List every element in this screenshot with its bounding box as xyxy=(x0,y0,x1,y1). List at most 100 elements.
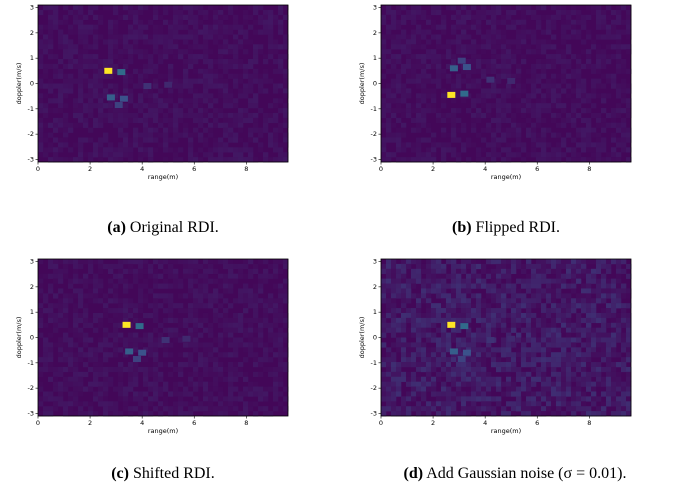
background-noise xyxy=(258,342,263,347)
background-noise xyxy=(83,333,88,338)
background-noise xyxy=(138,411,143,416)
background-noise xyxy=(253,5,258,10)
background-noise xyxy=(168,88,173,93)
background-noise xyxy=(148,387,153,392)
background-noise xyxy=(53,157,58,162)
background-noise xyxy=(381,387,386,392)
background-noise xyxy=(78,88,83,93)
background-noise xyxy=(626,84,631,89)
background-noise xyxy=(466,391,471,396)
background-noise xyxy=(168,44,173,49)
background-noise xyxy=(133,118,138,123)
background-noise xyxy=(386,367,391,372)
background-noise xyxy=(551,308,556,313)
background-noise xyxy=(228,382,233,387)
background-noise xyxy=(283,113,288,118)
background-noise xyxy=(601,34,606,39)
background-noise xyxy=(213,377,218,382)
background-noise xyxy=(198,298,203,303)
background-noise xyxy=(506,147,511,152)
background-noise xyxy=(581,264,586,269)
background-noise xyxy=(233,396,238,401)
background-noise xyxy=(606,352,611,357)
background-noise xyxy=(73,49,78,54)
background-noise xyxy=(128,15,133,20)
background-noise xyxy=(606,372,611,377)
background-noise xyxy=(278,259,283,264)
background-noise xyxy=(188,133,193,138)
background-noise xyxy=(153,303,158,308)
background-noise xyxy=(581,118,586,123)
background-noise xyxy=(541,108,546,113)
background-noise xyxy=(576,10,581,15)
background-noise xyxy=(481,347,486,352)
background-noise xyxy=(421,411,426,416)
background-noise xyxy=(158,74,163,79)
background-noise xyxy=(213,279,218,284)
background-noise xyxy=(491,20,496,25)
background-noise xyxy=(223,93,228,98)
background-noise xyxy=(596,396,601,401)
background-noise xyxy=(561,279,566,284)
background-noise xyxy=(516,401,521,406)
background-noise xyxy=(411,284,416,289)
background-noise xyxy=(386,303,391,308)
background-noise xyxy=(446,377,451,382)
background-noise xyxy=(511,133,516,138)
background-noise xyxy=(571,377,576,382)
background-noise xyxy=(456,338,461,343)
background-noise xyxy=(108,113,113,118)
background-noise xyxy=(546,142,551,147)
background-noise xyxy=(471,342,476,347)
background-noise xyxy=(273,313,278,318)
background-noise xyxy=(98,152,103,157)
background-noise xyxy=(386,323,391,328)
background-noise xyxy=(476,44,481,49)
background-noise xyxy=(148,303,153,308)
background-noise xyxy=(243,147,248,152)
background-noise xyxy=(441,347,446,352)
background-noise xyxy=(521,113,526,118)
background-noise xyxy=(606,303,611,308)
background-noise xyxy=(401,396,406,401)
background-noise xyxy=(571,137,576,142)
background-noise xyxy=(566,401,571,406)
background-noise xyxy=(168,5,173,10)
background-noise xyxy=(476,69,481,74)
background-noise xyxy=(501,128,506,133)
background-noise xyxy=(426,298,431,303)
background-noise xyxy=(53,313,58,318)
background-noise xyxy=(441,372,446,377)
background-noise xyxy=(208,5,213,10)
background-noise xyxy=(248,88,253,93)
x-tick-label: 0 xyxy=(36,165,40,173)
background-noise xyxy=(556,318,561,323)
background-noise xyxy=(153,5,158,10)
background-noise xyxy=(153,342,158,347)
background-noise xyxy=(571,357,576,362)
background-noise xyxy=(73,342,78,347)
background-noise xyxy=(536,269,541,274)
background-noise xyxy=(168,352,173,357)
background-noise xyxy=(48,362,53,367)
background-noise xyxy=(58,157,63,162)
x-axis-label: range(m) xyxy=(491,173,521,181)
background-noise xyxy=(471,401,476,406)
background-noise xyxy=(466,406,471,411)
background-noise xyxy=(48,288,53,293)
background-noise xyxy=(516,367,521,372)
background-noise xyxy=(401,401,406,406)
background-noise xyxy=(203,98,208,103)
background-noise xyxy=(53,323,58,328)
background-noise xyxy=(536,342,541,347)
background-noise xyxy=(68,367,73,372)
background-noise xyxy=(491,411,496,416)
background-noise xyxy=(108,84,113,89)
background-noise xyxy=(103,391,108,396)
background-noise xyxy=(621,142,626,147)
background-noise xyxy=(391,342,396,347)
background-noise xyxy=(416,5,421,10)
background-noise xyxy=(233,74,238,79)
background-noise xyxy=(83,44,88,49)
background-noise xyxy=(238,118,243,123)
